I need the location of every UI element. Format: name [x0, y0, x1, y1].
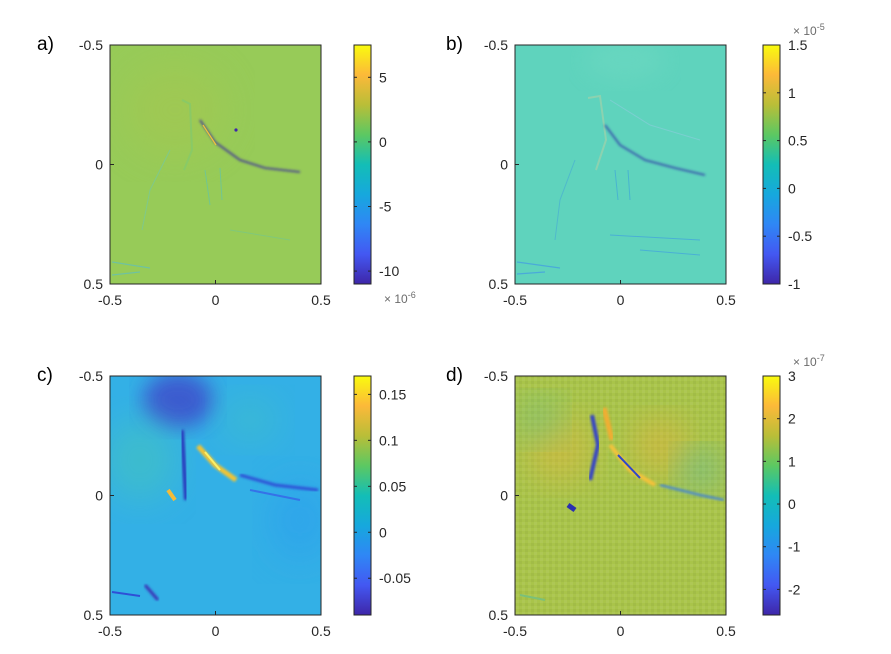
panel-label: a): [37, 34, 54, 55]
colorbar-frame: [762, 375, 781, 616]
colorbar-gradient: [354, 376, 371, 615]
colorbar-tick-label: -0.5: [788, 228, 812, 244]
colorbar-tick-label: 0.05: [379, 478, 406, 494]
y-tick-label: 0: [500, 488, 508, 504]
y-tick-label: -0.5: [484, 37, 508, 53]
edge-feature: [604, 124, 706, 176]
y-tick-label: 0: [95, 157, 103, 173]
x-tick-label: -0.5: [98, 292, 122, 308]
y-tick-label: 0.5: [489, 607, 509, 623]
colorbar-tick-label: 0: [379, 524, 387, 540]
colorbar: 5 0 -5 -10 × 10-6: [353, 44, 416, 306]
colorbar-tick-label: 5: [379, 69, 387, 85]
x-tick-label: 0.5: [716, 623, 736, 639]
colorbar-tick-label: 2: [788, 411, 796, 427]
y-axis: -0.5 0 0.5: [484, 37, 519, 292]
y-tick-label: 0.5: [489, 276, 509, 292]
colorbar-frame: [353, 375, 372, 616]
edge-feature: [199, 119, 301, 173]
colorbar-gradient: [354, 45, 371, 284]
colorbar-tick-label: -0.05: [379, 570, 411, 586]
x-tick-label: 0: [212, 623, 220, 639]
y-axis: -0.5 0 0.5: [79, 368, 114, 623]
colorbar-tick-label: 1.5: [788, 37, 808, 53]
colorbar-tick-label: 0: [788, 496, 796, 512]
panel-label: b): [446, 34, 463, 55]
panel-label: d): [446, 365, 463, 386]
x-tick-label: -0.5: [98, 623, 122, 639]
x-tick-label: -0.5: [503, 623, 527, 639]
colorbar-tick-label: -10: [379, 263, 399, 279]
colorbar-frame: [353, 44, 372, 285]
x-tick-label: 0: [617, 623, 625, 639]
colorbar: 1.5 1 0.5 0 -0.5 -1 × 10-5: [762, 22, 825, 292]
panel-label: c): [37, 365, 53, 386]
x-tick-label: 0: [617, 292, 625, 308]
panel-c: c) -0.5 0 0.5: [37, 365, 411, 639]
colorbar-tick-label: -2: [788, 581, 801, 597]
y-axis: -0.5 0 0.5: [484, 368, 519, 623]
y-tick-label: 0: [500, 157, 508, 173]
heatmap-image: [110, 376, 321, 615]
panel-b: b) -0.5 0 0.5 -0.5 0 0.5: [446, 22, 825, 308]
y-tick-label: 0.5: [84, 276, 104, 292]
heatmap-image: [515, 376, 726, 615]
colorbar: 3 2 1 0 -1 -2 × 10-7: [762, 353, 825, 616]
y-tick-label: 0.5: [84, 607, 104, 623]
y-tick-label: -0.5: [484, 368, 508, 384]
y-tick-label: -0.5: [79, 37, 103, 53]
x-tick-label: 0: [212, 292, 220, 308]
heatmap-image: [515, 45, 726, 284]
colorbar-tick-label: -1: [788, 276, 801, 292]
colorbar-exponent: × 10-7: [793, 353, 825, 369]
colorbar-tick-label: -5: [379, 198, 392, 214]
panel-a: a) -0.5 0 0.5 -0.5 0 0: [37, 34, 416, 308]
colorbar-tick-label: 0: [788, 180, 796, 196]
x-axis: -0.5 0 0.5: [503, 611, 736, 639]
x-axis: -0.5 0 0.5: [98, 280, 331, 308]
y-tick-label: 0: [95, 488, 103, 504]
heatmap-image: [110, 45, 321, 284]
colorbar-tick-label: 1: [788, 453, 796, 469]
x-axis: -0.5 0 0.5: [503, 280, 736, 308]
colorbar-tick-label: 0.15: [379, 386, 406, 402]
colorbar-tick-label: 1: [788, 85, 796, 101]
x-tick-label: 0.5: [311, 623, 331, 639]
y-tick-label: -0.5: [79, 368, 103, 384]
colorbar-exponent: × 10-5: [793, 22, 825, 38]
colorbar-tick-label: 0.5: [788, 133, 808, 149]
colorbar-tick-label: 0: [379, 134, 387, 150]
x-tick-label: 0.5: [716, 292, 736, 308]
y-axis: -0.5 0 0.5: [79, 37, 114, 292]
colorbar-gradient: [763, 45, 780, 284]
colorbar-exponent: × 10-6: [384, 290, 416, 306]
colorbar: 0.15 0.1 0.05 0 -0.05: [353, 375, 411, 616]
colorbar-tick-label: 0.1: [379, 432, 399, 448]
panel-d: d) -0.5 0 0.5: [446, 353, 825, 639]
x-tick-label: 0.5: [311, 292, 331, 308]
colorbar-frame: [762, 44, 781, 285]
heatmap-background: [515, 45, 726, 284]
x-tick-label: -0.5: [503, 292, 527, 308]
edge-feature: [608, 443, 657, 487]
colorbar-gradient: [763, 376, 780, 615]
colorbar-tick-label: 3: [788, 368, 796, 384]
colorbar-tick-label: -1: [788, 539, 801, 555]
x-axis: -0.5 0 0.5: [98, 611, 331, 639]
